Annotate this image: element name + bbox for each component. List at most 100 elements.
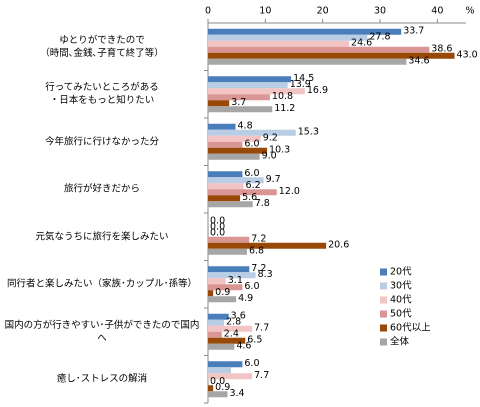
- value-label: 33.7: [403, 25, 424, 36]
- y-tick-label: 国内の方が行きやすい･子供ができたので国内へ: [4, 319, 200, 344]
- y-tick-label: 同行者と楽しみたい（家族･カップル･孫等）: [6, 278, 197, 290]
- legend-swatch: [380, 296, 387, 304]
- bar: [208, 248, 247, 255]
- value-label: 43.0: [457, 49, 478, 60]
- value-label: 4.6: [236, 340, 251, 351]
- x-axis-unit: %: [465, 6, 474, 17]
- bar: [208, 76, 292, 83]
- x-tick-label: 0: [205, 6, 211, 17]
- bar: [208, 236, 250, 243]
- value-label: 12.0: [279, 186, 300, 197]
- x-tick-label: 40: [431, 6, 443, 17]
- value-label: 0.9: [215, 382, 230, 393]
- legend-label: 40代: [390, 295, 412, 306]
- value-label: 3.6: [231, 310, 246, 321]
- bar: [208, 278, 226, 285]
- bar: [208, 40, 350, 47]
- value-label: 13.9: [290, 79, 311, 90]
- bar: [208, 195, 241, 202]
- legend-swatch: [380, 268, 387, 276]
- value-label: 27.8: [369, 31, 390, 42]
- value-label: 7.2: [251, 233, 266, 244]
- legend-label: 50代: [390, 309, 412, 320]
- value-label: 38.6: [431, 43, 452, 54]
- value-label: 10.3: [269, 144, 290, 155]
- bar: [208, 325, 253, 332]
- bar: [208, 391, 228, 398]
- value-label: 7.7: [254, 370, 269, 381]
- bar: [208, 58, 407, 65]
- bar: [208, 82, 288, 89]
- value-label: 4.9: [238, 293, 253, 304]
- legend-label: 20代: [390, 267, 412, 278]
- bar: [208, 123, 236, 130]
- bar: [208, 313, 229, 320]
- bar: [208, 100, 230, 107]
- bar: [208, 290, 214, 297]
- x-tick-label: 10: [259, 6, 271, 17]
- bar: [208, 147, 268, 154]
- value-label: 6.0: [244, 138, 259, 149]
- value-label: 10.8: [272, 91, 293, 102]
- bar: [208, 201, 253, 208]
- value-label: 4.8: [238, 120, 253, 131]
- value-label: 16.9: [307, 85, 328, 96]
- legend-label: 全体: [390, 336, 410, 348]
- y-tick-label: 癒し･ストレスの解消: [56, 373, 148, 385]
- value-label: 2.8: [226, 316, 241, 327]
- value-label: 6.5: [247, 334, 262, 345]
- value-label: 0.0: [210, 215, 225, 226]
- legend-label: 60代以上: [390, 323, 431, 334]
- bar: [208, 296, 237, 303]
- value-label: 2.4: [224, 328, 239, 339]
- y-tick-label: 今年旅行に行けなかった分: [44, 136, 159, 148]
- value-label: 0.0: [210, 376, 225, 387]
- value-label: 3.7: [231, 97, 246, 108]
- bar: [208, 373, 253, 380]
- x-tick-label: 30: [374, 6, 386, 17]
- bar: [208, 183, 244, 190]
- legend-swatch: [380, 338, 387, 346]
- bar: [208, 177, 264, 184]
- value-label: 11.2: [274, 103, 295, 114]
- value-label: 6.8: [249, 245, 264, 256]
- bar: [208, 46, 430, 53]
- value-label: 6.0: [244, 168, 259, 179]
- value-label: 34.6: [408, 55, 429, 66]
- value-label: 9.2: [263, 132, 278, 143]
- bar: [208, 337, 246, 344]
- bar: [208, 171, 243, 178]
- value-label: 5.6: [242, 192, 257, 203]
- value-label: 7.8: [255, 198, 270, 209]
- bar: [208, 135, 261, 142]
- bar: [208, 266, 250, 273]
- value-label: 24.6: [351, 37, 372, 48]
- legend-swatch: [380, 282, 387, 290]
- bar: [208, 153, 260, 160]
- bar: [208, 129, 296, 136]
- bar: [208, 88, 305, 95]
- y-tick-label: ゆとりができたので （時間､金銭､子育て終了等）: [40, 34, 164, 59]
- bar: [208, 28, 402, 35]
- bar: [208, 319, 225, 326]
- value-label: 6.0: [244, 358, 259, 369]
- bar: [208, 284, 243, 291]
- value-label: 9.7: [266, 174, 281, 185]
- legend-swatch: [380, 324, 387, 332]
- bar: [208, 94, 270, 101]
- y-tick-label: 旅行が好きだから: [63, 183, 140, 195]
- value-label: 14.5: [293, 73, 314, 84]
- value-label: 6.0: [244, 281, 259, 292]
- legend-label: 30代: [390, 281, 412, 292]
- bar: [208, 34, 368, 41]
- legend-swatch: [380, 310, 387, 318]
- bar: [208, 331, 222, 338]
- bar: [208, 385, 214, 392]
- bar: [208, 272, 256, 279]
- bar: [208, 367, 231, 374]
- y-tick-label: 行ってみたいところがある ・日本をもっと知りたい: [45, 82, 159, 107]
- value-label: 7.7: [254, 322, 269, 333]
- bar: [208, 106, 273, 113]
